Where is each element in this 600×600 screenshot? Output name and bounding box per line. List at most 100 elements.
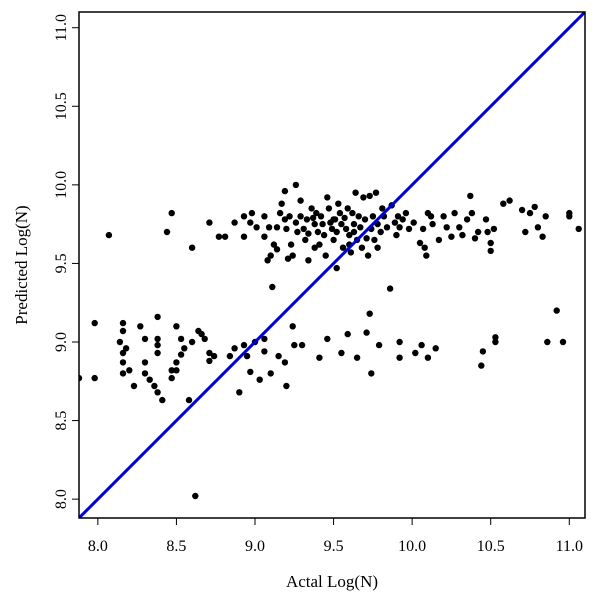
data-point-187 xyxy=(456,224,463,231)
data-point-49 xyxy=(231,219,238,226)
data-point-206 xyxy=(522,228,529,236)
data-point-185 xyxy=(448,233,455,240)
data-point-213 xyxy=(553,307,560,314)
y-axis: 8.0 8.5 9.0 9.5 10.0 10.5 11.0 xyxy=(53,14,79,509)
data-point-203 xyxy=(500,200,507,207)
data-point-26 xyxy=(168,209,175,217)
data-point-22 xyxy=(154,349,161,357)
data-point-43 xyxy=(206,349,213,357)
data-point-150 xyxy=(371,236,378,244)
data-point-47 xyxy=(221,233,229,240)
data-point-162 xyxy=(393,231,400,239)
data-point-193 xyxy=(474,228,482,236)
data-point-159 xyxy=(386,285,394,292)
data-point-101 xyxy=(311,220,318,228)
y-tick-label: 10.5 xyxy=(53,92,70,120)
data-point-7 xyxy=(119,349,127,357)
data-point-89 xyxy=(292,219,300,226)
data-point-171 xyxy=(412,349,419,357)
data-point-137 xyxy=(355,213,362,220)
y-tick-label: 9.5 xyxy=(53,253,70,273)
data-point-208 xyxy=(531,203,538,211)
data-point-100 xyxy=(309,214,317,222)
data-point-132 xyxy=(350,220,358,228)
data-point-170 xyxy=(410,219,417,226)
data-point-28 xyxy=(168,374,175,382)
data-point-126 xyxy=(342,225,350,233)
data-point-3 xyxy=(105,231,113,239)
data-point-143 xyxy=(363,329,370,336)
data-point-46 xyxy=(215,233,223,240)
data-point-107 xyxy=(317,213,325,220)
data-point-19 xyxy=(154,313,161,321)
data-point-190 xyxy=(467,192,474,200)
data-point-18 xyxy=(151,382,158,390)
data-point-108 xyxy=(319,220,326,228)
data-point-71 xyxy=(270,241,278,248)
x-tick-label: 10.5 xyxy=(477,538,505,555)
data-point-42 xyxy=(206,219,213,226)
data-point-58 xyxy=(248,209,256,217)
data-point-70 xyxy=(269,283,276,291)
data-point-80 xyxy=(283,225,290,233)
plot-frame xyxy=(78,11,586,519)
x-tick-label: 11.0 xyxy=(556,538,583,555)
data-point-211 xyxy=(542,213,549,220)
data-point-25 xyxy=(163,228,171,236)
data-point-83 xyxy=(286,213,293,220)
data-point-17 xyxy=(146,376,153,383)
data-point-27 xyxy=(168,367,175,374)
data-point-45 xyxy=(210,352,218,360)
data-point-183 xyxy=(440,213,447,220)
data-point-77 xyxy=(281,187,289,195)
data-point-161 xyxy=(391,219,399,226)
data-point-169 xyxy=(405,225,413,233)
data-point-97 xyxy=(305,230,312,237)
data-point-131 xyxy=(349,209,356,217)
data-point-31 xyxy=(173,367,180,374)
data-point-163 xyxy=(394,213,402,220)
data-point-51 xyxy=(236,389,243,396)
data-point-34 xyxy=(181,345,188,352)
data-point-2 xyxy=(91,374,98,382)
data-point-168 xyxy=(402,209,410,217)
data-point-130 xyxy=(347,249,355,256)
data-point-15 xyxy=(141,359,149,366)
data-point-204 xyxy=(506,197,513,204)
data-point-127 xyxy=(344,205,351,212)
data-point-201 xyxy=(492,338,499,346)
data-point-86 xyxy=(289,323,296,330)
data-point-29 xyxy=(173,323,180,330)
data-point-209 xyxy=(534,224,542,231)
data-point-212 xyxy=(544,338,551,346)
data-point-87 xyxy=(291,341,298,349)
data-point-148 xyxy=(368,370,375,377)
data-point-124 xyxy=(339,244,347,251)
data-point-152 xyxy=(374,244,381,251)
data-point-91 xyxy=(297,197,304,204)
data-point-194 xyxy=(478,362,485,369)
data-point-136 xyxy=(353,354,361,361)
data-point-72 xyxy=(273,224,281,231)
x-tick-label: 9.5 xyxy=(324,538,344,555)
data-point-9 xyxy=(119,370,127,377)
data-point-10 xyxy=(122,345,130,352)
data-point-96 xyxy=(303,216,311,223)
data-point-57 xyxy=(247,368,254,376)
data-point-138 xyxy=(357,224,364,231)
data-point-141 xyxy=(361,216,369,223)
data-point-158 xyxy=(383,224,391,231)
data-point-94 xyxy=(300,225,307,233)
data-point-79 xyxy=(281,359,289,366)
data-point-214 xyxy=(559,338,567,346)
data-point-102 xyxy=(311,244,318,251)
data-point-84 xyxy=(287,241,295,248)
data-point-154 xyxy=(375,341,383,349)
data-point-156 xyxy=(379,205,386,212)
data-point-23 xyxy=(154,389,161,396)
data-point-202 xyxy=(492,334,499,341)
data-point-12 xyxy=(130,382,138,390)
y-axis-label: Predicted Log(N) xyxy=(12,205,31,324)
data-point-205 xyxy=(518,206,526,214)
data-point-216 xyxy=(566,209,573,217)
